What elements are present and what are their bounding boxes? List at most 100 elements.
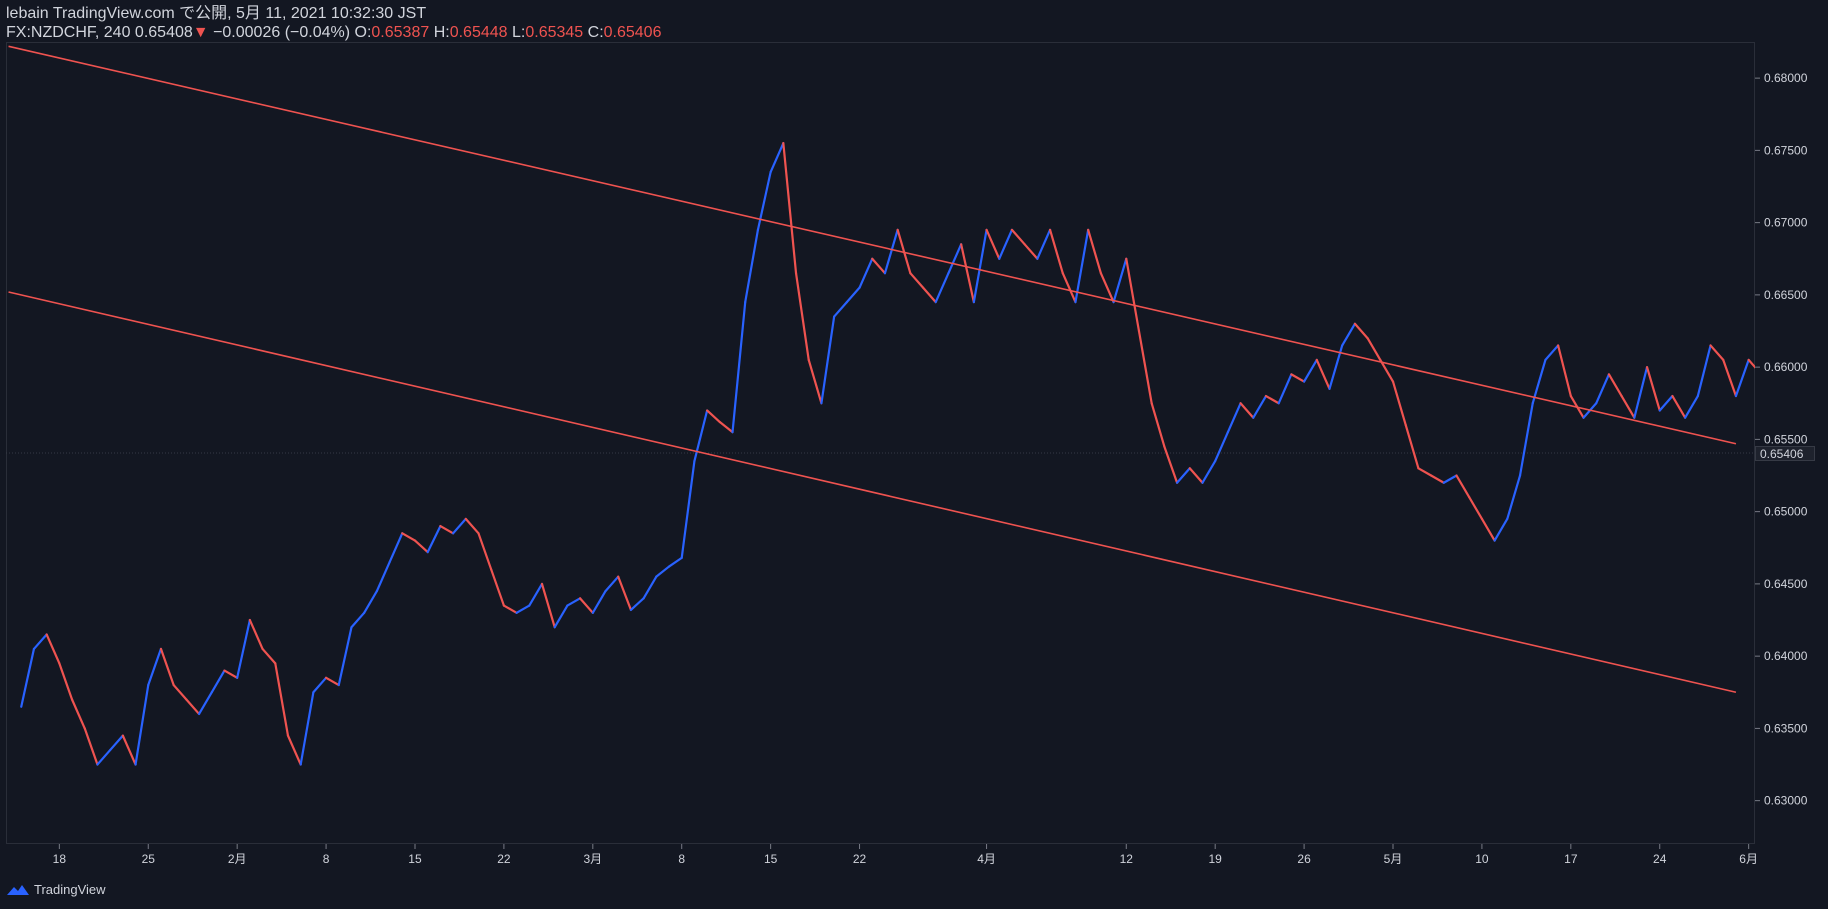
- price-segment: [1277, 373, 1293, 405]
- price-segment: [147, 647, 163, 687]
- price-segment: [782, 142, 798, 275]
- price-segment: [375, 561, 391, 593]
- price-segment: [1468, 496, 1484, 520]
- price-segment: [845, 286, 861, 304]
- price-segment: [121, 734, 137, 766]
- chart-header: lebain TradingView.com で公開, 5月 11, 2021 …: [6, 4, 661, 42]
- price-segment: [1264, 394, 1280, 405]
- x-tick-label: 18: [53, 852, 67, 866]
- price-segment: [1252, 394, 1268, 419]
- high-value: 0.65448: [449, 24, 508, 41]
- price-segment: [1493, 517, 1509, 542]
- price-segment: [629, 597, 645, 612]
- price-segment: [1137, 329, 1153, 405]
- price-segment: [1671, 394, 1687, 419]
- price-segment: [706, 409, 721, 424]
- price-segment: [286, 734, 302, 766]
- price-segment: [1379, 358, 1395, 383]
- price-segment: [1214, 431, 1229, 463]
- price-segment: [248, 618, 264, 651]
- price-segment: [1099, 272, 1115, 304]
- x-tick-label: 10: [1475, 852, 1489, 866]
- price-segment: [693, 409, 709, 463]
- price-segment: [972, 228, 988, 304]
- y-tick-label: 0.64000: [1764, 649, 1808, 663]
- price-segment: [159, 647, 175, 687]
- current-price: 0.65408: [134, 24, 193, 41]
- last-price-tag: 0.65406: [1755, 445, 1815, 461]
- price-segment: [1531, 358, 1547, 405]
- price-segment: [210, 669, 226, 694]
- price-segment: [1366, 337, 1382, 362]
- price-segment: [1620, 394, 1636, 419]
- price-segment: [261, 647, 277, 665]
- price-segment: [134, 683, 150, 766]
- y-tick-label: 0.65000: [1764, 505, 1808, 519]
- close-value: 0.65406: [603, 24, 662, 41]
- price-segment: [1290, 373, 1306, 383]
- price-segment: [45, 633, 61, 665]
- price-segment: [1201, 459, 1217, 484]
- price-segment: [566, 597, 582, 607]
- chart-pane[interactable]: [6, 42, 1755, 844]
- price-segment: [299, 691, 315, 766]
- price-segment: [350, 611, 366, 629]
- price-segment: [985, 228, 1001, 260]
- price-segment: [833, 301, 848, 318]
- price-segment: [1150, 402, 1166, 448]
- tradingview-logo[interactable]: TradingView: [6, 882, 106, 897]
- price-segment: [388, 532, 404, 564]
- down-arrow-icon: ▼: [192, 24, 209, 41]
- open-value: 0.65387: [371, 24, 430, 41]
- price-segment: [1430, 474, 1445, 484]
- x-tick-label: 3月: [583, 852, 602, 866]
- price-segment: [1036, 228, 1052, 260]
- y-tick-label: 0.63500: [1764, 721, 1808, 735]
- price-segment: [1761, 374, 1774, 396]
- open-label: O:: [354, 24, 372, 41]
- price-segment: [109, 734, 124, 752]
- price-segment: [1353, 322, 1369, 340]
- price-segment: [1112, 257, 1128, 304]
- price-segment: [274, 662, 290, 737]
- price-segment: [1658, 394, 1674, 412]
- price-segment: [58, 662, 74, 701]
- price-change: −0.00026 (−0.04%): [213, 24, 351, 41]
- x-tick-label: 15: [764, 852, 778, 866]
- price-segment: [502, 604, 518, 614]
- x-tick-label: 15: [408, 852, 422, 866]
- price-segment: [756, 170, 772, 231]
- price-segment: [1595, 373, 1611, 405]
- price-segment: [70, 698, 86, 730]
- channel-upper-line: [8, 45, 1737, 445]
- price-segment: [820, 315, 836, 405]
- price-segment: [172, 683, 188, 701]
- price-segment: [1734, 358, 1750, 398]
- price-segment: [909, 272, 925, 289]
- price-segment: [83, 727, 99, 766]
- price-segment: [1404, 423, 1420, 470]
- price-segment: [236, 618, 251, 679]
- x-tick-label: 24: [1653, 852, 1667, 866]
- price-segment: [1341, 322, 1357, 347]
- price-segment: [858, 257, 874, 289]
- price-segment: [20, 647, 36, 708]
- price-segment: [451, 517, 467, 535]
- x-tick-label: 22: [497, 852, 511, 866]
- price-segment: [642, 575, 658, 600]
- x-tick-label: 19: [1209, 852, 1223, 866]
- y-tick-label: 0.64500: [1764, 577, 1808, 591]
- price-segment: [312, 676, 328, 694]
- price-segment: [617, 575, 633, 612]
- price-segment: [1506, 474, 1522, 520]
- price-segment: [413, 539, 429, 554]
- price-segment: [1391, 380, 1407, 427]
- price-segment: [883, 228, 899, 275]
- price-segment: [807, 358, 823, 405]
- symbol-label[interactable]: FX:NZDCHF, 240: [6, 24, 131, 41]
- price-segment: [1023, 243, 1039, 260]
- price-segment: [1607, 373, 1623, 398]
- brand-label: TradingView: [34, 882, 106, 897]
- price-segment: [1074, 228, 1090, 304]
